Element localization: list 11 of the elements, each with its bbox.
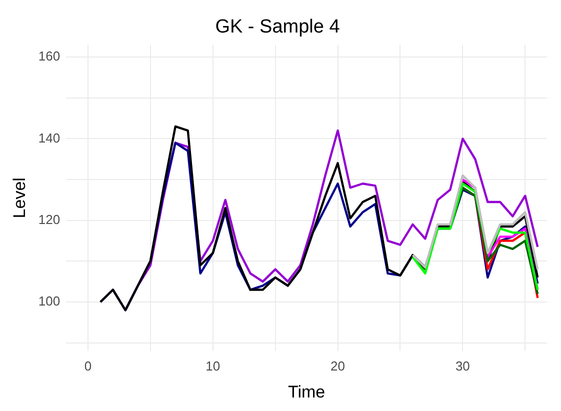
y-tick-label: 160 [38,48,60,64]
y-tick-label: 140 [38,130,60,146]
y-tick-label: 100 [38,294,60,309]
chart-title: GK - Sample 4 [215,16,340,38]
x-tick-label: 0 [84,358,92,374]
x-tick-label: 20 [330,358,346,374]
x-tick-label: 30 [455,358,470,374]
x-tick-label: 10 [206,358,220,374]
y-axis-title: Level [10,178,29,218]
x-axis-title: Time [288,382,326,402]
y-tick-label: 120 [38,212,60,227]
